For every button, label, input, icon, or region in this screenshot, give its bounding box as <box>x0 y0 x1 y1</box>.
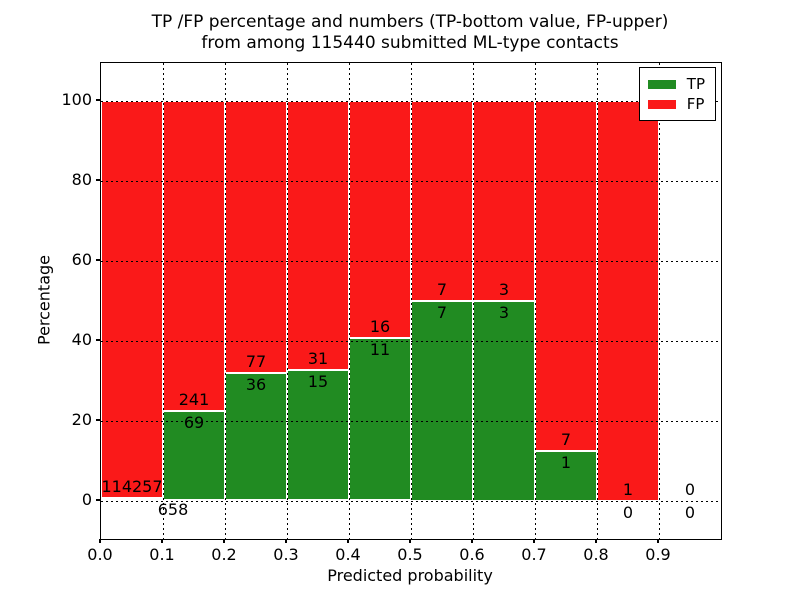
x-tick-label: 0.6 <box>459 545 485 564</box>
v-gridline <box>534 63 536 539</box>
fp-count-label: 31 <box>307 349 329 369</box>
tp-bar-segment <box>225 373 287 501</box>
v-gridline <box>658 63 660 539</box>
tp-bar-segment <box>287 370 349 501</box>
x-tick-mark <box>223 539 225 543</box>
tp-count-label: 3 <box>498 302 510 322</box>
fp-count-label: 114257 <box>101 477 163 497</box>
legend-label-tp: TP <box>686 74 705 93</box>
fp-bar-segment <box>101 100 163 499</box>
fp-count-label: 16 <box>369 316 391 336</box>
x-tick-label: 0.3 <box>273 545 299 564</box>
x-tick-mark <box>285 539 287 543</box>
v-gridline <box>472 63 474 539</box>
tp-bar-segment <box>349 337 411 501</box>
legend-label-fp: FP <box>686 94 705 113</box>
x-tick-label: 0.4 <box>335 545 361 564</box>
value-labels-layer: 114257 658 241 69 77 36 31 15 16 11 7 7 3 3 7 1 1 0 0 0 <box>101 63 721 539</box>
y-tick-mark <box>96 418 100 421</box>
y-tick-label: 80 <box>71 169 92 189</box>
legend-swatch-fp-icon <box>647 99 676 109</box>
tp-count-label: 0 <box>684 502 696 522</box>
x-axis-label: Predicted probability <box>327 566 493 585</box>
fp-bar-segment <box>597 100 659 501</box>
tp-count-label: 36 <box>245 375 267 395</box>
legend-item-tp: TP <box>647 74 705 94</box>
y-tick-label: 100 <box>61 89 92 109</box>
chart-title-line1: TP /FP percentage and numbers (TP-bottom… <box>151 12 669 32</box>
x-tick-mark <box>99 539 101 543</box>
tp-bar-segment <box>411 300 473 501</box>
fp-count-label: 0 <box>684 479 696 499</box>
tp-count-label: 0 <box>622 502 634 522</box>
x-tick-mark <box>409 539 411 543</box>
y-tick-label: 0 <box>81 489 92 509</box>
v-gridline <box>286 63 288 539</box>
fp-count-label: 241 <box>178 390 210 410</box>
x-tick-label: 0.9 <box>645 545 671 564</box>
fp-bar-segment <box>473 100 535 301</box>
x-tick-label: 0.1 <box>149 545 175 564</box>
fp-bar-segment <box>411 100 473 301</box>
x-tick-label: 0.2 <box>211 545 237 564</box>
tp-count-label: 658 <box>157 500 189 520</box>
y-tick-mark <box>96 98 100 101</box>
v-gridline <box>224 63 226 539</box>
fp-bar-segment <box>287 100 349 371</box>
tp-bar-segment <box>535 450 597 501</box>
tp-count-label: 69 <box>183 413 205 433</box>
x-tick-label: 0.0 <box>87 545 113 564</box>
v-gridline <box>162 63 164 539</box>
legend-swatch-tp-icon <box>647 79 676 89</box>
y-tick-label: 60 <box>71 249 92 269</box>
fp-bar-segment <box>349 100 411 338</box>
tp-bar-segment <box>473 300 535 501</box>
plot-area: 114257 658 241 69 77 36 31 15 16 11 7 7 3 3 7 1 1 0 0 0 TP … <box>100 62 722 540</box>
y-tick-label: 20 <box>71 409 92 429</box>
bars-layer <box>101 63 721 539</box>
x-tick-mark <box>533 539 535 543</box>
x-tick-mark <box>657 539 659 543</box>
v-gridline <box>596 63 598 539</box>
tp-bar-segment <box>163 411 225 501</box>
fp-bar-segment <box>535 100 597 451</box>
fp-count-label: 3 <box>498 279 510 299</box>
x-tick-mark <box>595 539 597 543</box>
y-tick-mark <box>96 338 100 341</box>
fp-count-label: 7 <box>560 429 572 449</box>
fp-count-label: 1 <box>622 479 634 499</box>
v-gridline <box>348 63 350 539</box>
chart-title-line2: from among 115440 submitted ML-type cont… <box>201 33 619 53</box>
tp-count-label: 1 <box>560 452 572 472</box>
tp-count-label: 11 <box>369 339 391 359</box>
y-tick-label: 40 <box>71 329 92 349</box>
y-tick-mark <box>96 258 100 261</box>
tp-bar-segment <box>101 498 163 501</box>
tp-count-label: 7 <box>436 302 448 322</box>
grid-layer <box>101 63 721 539</box>
x-tick-mark <box>347 539 349 543</box>
v-gridline <box>410 63 412 539</box>
x-tick-label: 0.5 <box>397 545 423 564</box>
y-tick-mark <box>96 498 100 501</box>
fp-count-label: 77 <box>245 352 267 372</box>
y-tick-mark <box>96 178 100 181</box>
legend: TP FP <box>638 67 716 121</box>
x-tick-mark <box>471 539 473 543</box>
x-tick-mark <box>161 539 163 543</box>
x-tick-label: 0.8 <box>583 545 609 564</box>
fp-count-label: 7 <box>436 279 448 299</box>
x-tick-label: 0.7 <box>521 545 547 564</box>
tp-count-label: 15 <box>307 372 329 392</box>
fp-bar-segment <box>163 100 225 412</box>
fp-bar-segment <box>225 100 287 374</box>
legend-item-fp: FP <box>647 94 705 114</box>
